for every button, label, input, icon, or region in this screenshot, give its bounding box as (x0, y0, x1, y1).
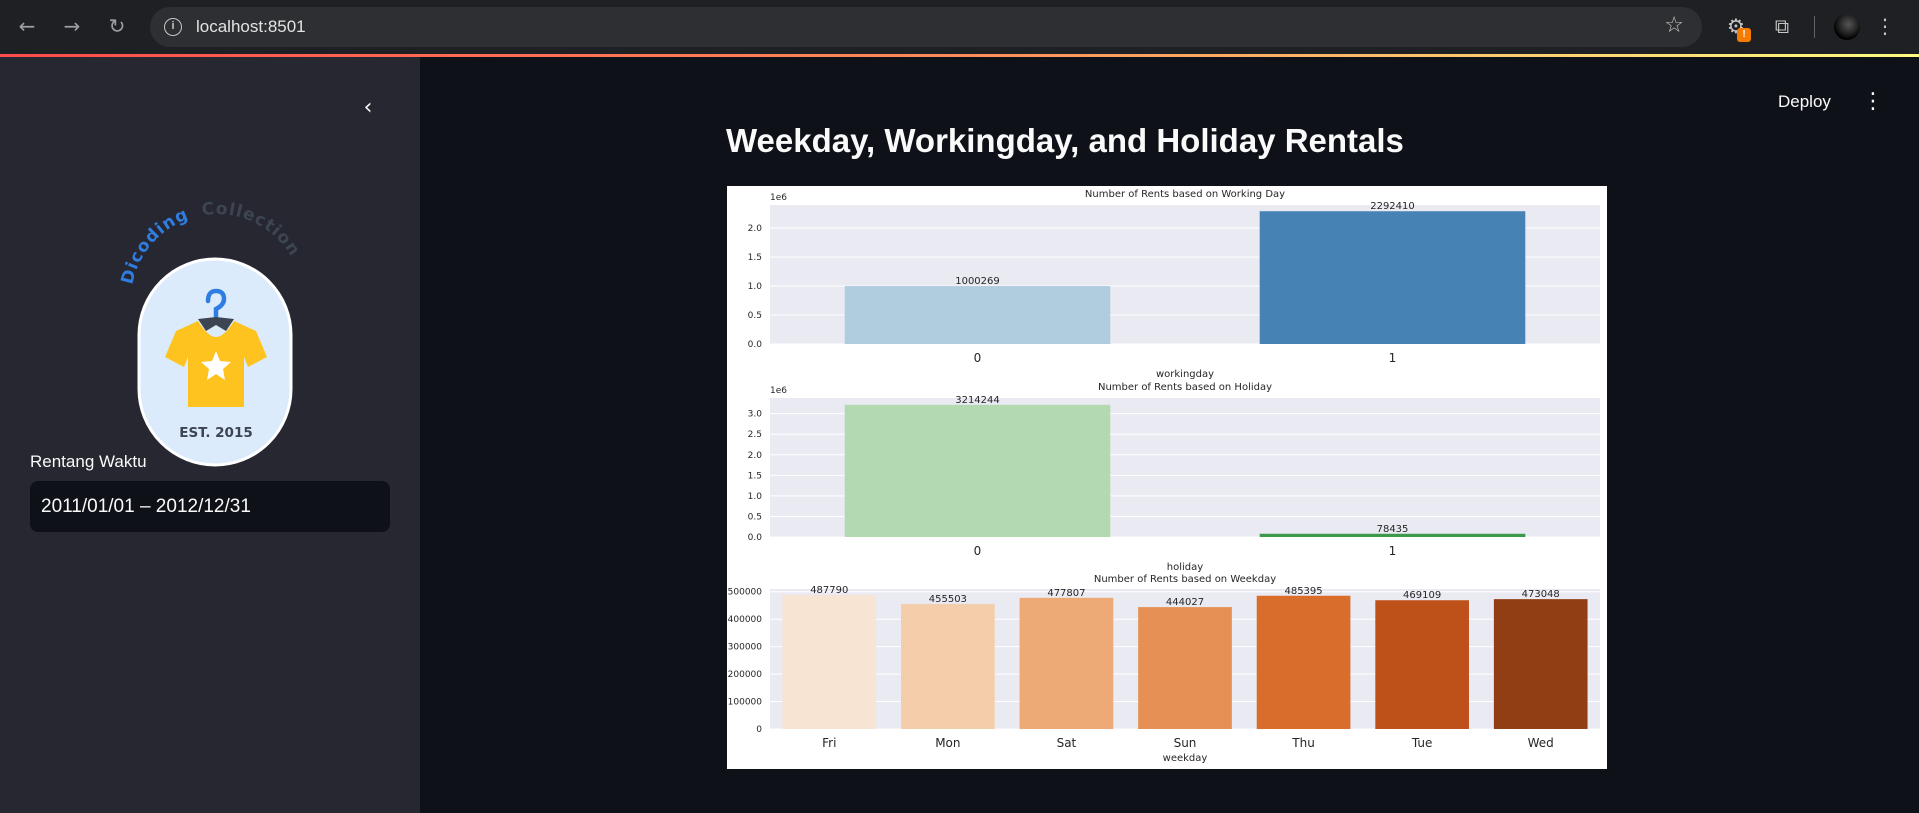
chart-3-y-tick-label: 500000 (728, 588, 763, 598)
kebab-icon[interactable]: ⋮ (1875, 14, 1895, 38)
chart-2-bar (1259, 533, 1526, 537)
chart-2-y-tick-label: 2.0 (748, 451, 763, 461)
chart-3-bar (1138, 607, 1232, 729)
header-decoration-bar (0, 54, 1919, 57)
chart-2-y-offset-label: 1e6 (770, 386, 787, 396)
chart-3-bar (1256, 595, 1351, 729)
chart-2-title: Number of Rents based on Holiday (1098, 382, 1272, 393)
chart-2-y-tick-label: 1.0 (748, 492, 763, 502)
chart-2-y-tick-label: 0.0 (748, 533, 763, 543)
hanger-icon (205, 288, 227, 320)
chart-1-y-offset-label: 1e6 (770, 193, 787, 203)
url-text[interactable]: localhost:8501 (196, 17, 306, 36)
arrow-right-icon[interactable]: → (63, 14, 81, 38)
chart-2-y-tick-label: 0.5 (748, 512, 762, 522)
puzzle-icon[interactable]: ⧉ (1774, 14, 1790, 38)
chart-3-y-tick-label: 300000 (728, 643, 763, 653)
chart-3-data-label: 444027 (1166, 597, 1204, 608)
kebab-icon[interactable]: ⋮ (1862, 89, 1884, 114)
profile-avatar[interactable] (1834, 14, 1860, 40)
toolbar-divider (1814, 16, 1815, 38)
date-range-input[interactable]: 2011/01/01 – 2012/12/31 (30, 481, 390, 532)
chart-3-data-label: 473048 (1522, 589, 1560, 600)
chart-3-bar (782, 595, 877, 729)
chart-3-x-tick-label: Sun (1174, 736, 1197, 750)
date-range-label: Rentang Waktu (30, 452, 147, 471)
chart-3-data-label: 455503 (929, 594, 967, 605)
info-icon[interactable]: i (164, 18, 182, 36)
chart-1-x-tick-label: 0 (974, 351, 982, 365)
chart-3-bar (1375, 600, 1469, 729)
collar-icon (198, 317, 234, 331)
chart-3-bar (1493, 599, 1588, 729)
star-icon[interactable]: ☆ (1664, 13, 1684, 38)
chart-3-x-axis-label: weekday (1163, 753, 1208, 764)
arrow-left-icon[interactable]: ← (18, 14, 36, 38)
chart-1-bar (844, 286, 1111, 344)
page-title: Weekday, Workingday, and Holiday Rentals (726, 122, 1404, 159)
chart-2-y-tick-label: 2.5 (748, 430, 762, 440)
logo-est-text: EST. 2015 (179, 425, 253, 441)
extension-badge: ! (1737, 28, 1751, 42)
chart-3-x-tick-label: Sat (1057, 736, 1077, 750)
chart-1-title: Number of Rents based on Working Day (1085, 189, 1285, 200)
star-icon (201, 351, 231, 380)
logo-arc-text-2: Collection (201, 199, 304, 260)
chart-2-x-tick-label: 1 (1389, 544, 1397, 558)
chart-3-x-tick-label: Thu (1291, 736, 1315, 750)
chart-1-y-tick-label: 1.5 (748, 253, 762, 263)
chart-3-y-tick-label: 0 (756, 725, 762, 735)
chart-1-y-tick-label: 1.0 (748, 282, 763, 292)
charts-svg: 0.0 0.5 1.0 1.5 2.0 1e6 Number of Rents based … (728, 189, 1600, 764)
chart-3-y-tick-label: 100000 (728, 698, 763, 708)
chart-3-data-label: 477807 (1047, 588, 1085, 599)
chart-1-bar (1259, 211, 1526, 344)
chart-1-y-tick-label: 0.0 (748, 340, 763, 350)
chart-2-y-tick-label: 3.0 (748, 410, 763, 420)
chart-1-data-label: 2292410 (1370, 201, 1415, 212)
address-bar[interactable]: i localhost:8501 ☆ (150, 7, 1702, 47)
chart-2-data-label: 78435 (1377, 524, 1409, 535)
deploy-button[interactable]: Deploy (1778, 92, 1831, 111)
chart-2-x-axis-label: holiday (1167, 562, 1203, 573)
chart-1-x-tick-label: 1 (1389, 351, 1397, 365)
browser-toolbar: ← → ↻ i localhost:8501 ☆ ⚙ ! ⧉ ⋮ (0, 0, 1919, 54)
chart-figure: 0.0 0.5 1.0 1.5 2.0 1e6 Number of Rents based … (727, 186, 1607, 769)
chart-3-bar (901, 603, 995, 729)
chart-1-y-tick-label: 0.5 (748, 311, 762, 321)
chart-3-data-label: 485395 (1284, 586, 1322, 597)
chart-1-y-tick-label: 2.0 (748, 224, 763, 234)
chart-3-data-label: 469109 (1403, 590, 1441, 601)
chart-1-data-label: 1000269 (955, 276, 1000, 287)
chart-3-title: Number of Rents based on Weekday (1094, 574, 1276, 585)
chart-3-x-tick-label: Mon (935, 736, 960, 750)
chart-3-y-tick-label: 200000 (728, 670, 763, 680)
chart-3-y-tick-label: 400000 (728, 615, 763, 625)
reload-icon[interactable]: ↻ (108, 14, 126, 38)
logo: Dicoding Collection EST. 2015 (120, 199, 304, 467)
chart-3-x-tick-label: Fri (822, 736, 836, 750)
chart-3-data-label: 487790 (810, 585, 848, 596)
sidebar: ‹ Dicoding Collection EST. 2015 Rentang … (0, 57, 420, 813)
chart-3-x-tick-label: Tue (1411, 736, 1433, 750)
chart-2-bar (844, 404, 1111, 537)
chevron-left-icon[interactable]: ‹ (363, 95, 373, 120)
chart-2-y-tick-label: 1.5 (748, 471, 762, 481)
chart-2-data-label: 3214244 (955, 395, 1000, 406)
chart-1-x-axis-label: workingday (1156, 369, 1214, 380)
chart-2-x-tick-label: 0 (974, 544, 982, 558)
chart-3-bar (1019, 597, 1114, 729)
chart-3-x-tick-label: Wed (1528, 736, 1554, 750)
